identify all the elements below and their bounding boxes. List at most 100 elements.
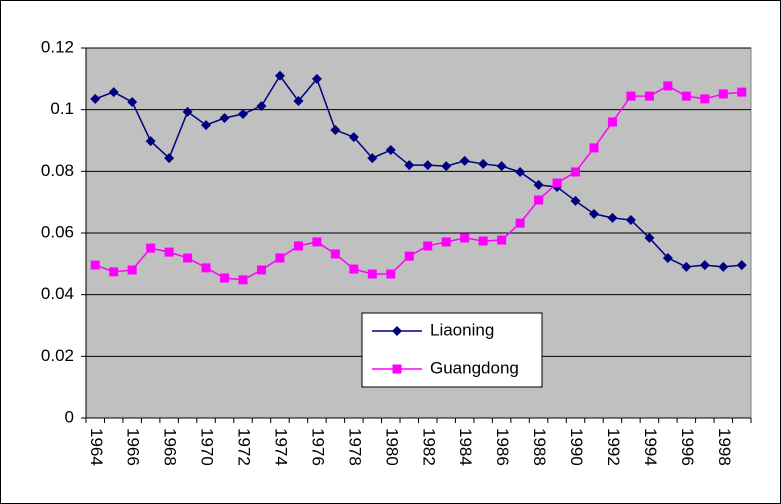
x-tick-label: 1966 [124, 428, 143, 466]
marker [293, 96, 304, 107]
marker [607, 117, 617, 127]
marker [515, 166, 526, 177]
marker [496, 161, 507, 172]
marker [238, 108, 249, 119]
marker [164, 247, 174, 257]
marker [625, 215, 636, 226]
marker [644, 91, 654, 101]
marker [441, 161, 452, 172]
legend-label: Guangdong [430, 358, 519, 377]
marker [662, 252, 673, 263]
marker [127, 265, 137, 275]
marker [256, 100, 267, 111]
marker [460, 233, 470, 243]
marker [256, 265, 266, 275]
marker [644, 232, 655, 243]
x-tick-label: 1972 [235, 428, 254, 466]
marker [570, 195, 581, 206]
marker [219, 112, 230, 123]
marker [515, 218, 525, 228]
marker [312, 237, 322, 247]
marker [274, 70, 285, 81]
marker [146, 243, 156, 253]
marker [348, 132, 359, 143]
marker [392, 326, 402, 336]
marker [478, 236, 488, 246]
marker [201, 263, 211, 273]
x-tick-label: 1974 [271, 428, 290, 466]
marker [108, 87, 119, 98]
x-tick-label: 1984 [456, 428, 475, 466]
series-line [94, 74, 742, 268]
legend-box [361, 312, 543, 388]
marker [330, 125, 341, 136]
marker [588, 208, 599, 219]
x-tick-label: 1988 [530, 428, 549, 466]
y-tick-label: 0 [65, 407, 74, 426]
marker [392, 364, 402, 374]
x-tick-label: 1986 [493, 428, 512, 466]
x-tick-label: 1992 [604, 428, 623, 466]
y-tick-label: 0.06 [41, 222, 74, 241]
marker [478, 158, 489, 169]
marker [663, 81, 673, 91]
marker [367, 269, 377, 279]
legend: Liaoning Guangdong [361, 312, 543, 388]
marker [330, 249, 340, 259]
marker [386, 269, 396, 279]
marker [534, 195, 544, 205]
marker [552, 178, 562, 188]
marker [385, 145, 396, 156]
marker [737, 87, 747, 97]
marker [349, 264, 359, 274]
marker [404, 251, 414, 261]
marker [164, 153, 175, 164]
marker [718, 261, 729, 272]
y-tick-label: 0.12 [41, 37, 74, 56]
x-tick-label: 1996 [678, 428, 697, 466]
marker [367, 153, 378, 164]
x-tick-label: 1970 [198, 428, 217, 466]
marker [238, 275, 248, 285]
marker [681, 261, 692, 272]
marker [404, 160, 415, 171]
marker [127, 96, 138, 107]
marker [571, 167, 581, 177]
legend-label: Liaoning [430, 320, 494, 339]
marker [718, 89, 728, 99]
x-tick-label: 1978 [345, 428, 364, 466]
marker [681, 91, 691, 101]
x-tick-label: 1976 [308, 428, 327, 466]
marker [90, 260, 100, 270]
marker [293, 241, 303, 251]
marker [201, 120, 212, 131]
marker [145, 136, 156, 147]
y-tick-label: 0.08 [41, 161, 74, 180]
x-tick-label: 1998 [715, 428, 734, 466]
x-tick-label: 1994 [641, 428, 660, 466]
marker [700, 94, 710, 104]
marker [275, 253, 285, 263]
y-tick-label: 0.02 [41, 346, 74, 365]
marker [497, 235, 507, 245]
marker [736, 260, 747, 271]
marker [109, 267, 119, 277]
marker [699, 260, 710, 271]
marker [441, 237, 451, 247]
marker [607, 212, 618, 223]
marker [459, 155, 470, 166]
marker [626, 91, 636, 101]
y-tick-label: 0.04 [41, 284, 74, 303]
marker [422, 160, 433, 171]
marker [220, 273, 230, 283]
marker [182, 106, 193, 117]
x-tick-label: 1968 [161, 428, 180, 466]
marker [311, 73, 322, 84]
x-tick-label: 1980 [382, 428, 401, 466]
marker [90, 93, 101, 104]
x-tick-label: 1964 [87, 428, 106, 466]
y-tick-label: 0.1 [50, 99, 74, 118]
marker [589, 143, 599, 153]
marker [533, 179, 544, 190]
